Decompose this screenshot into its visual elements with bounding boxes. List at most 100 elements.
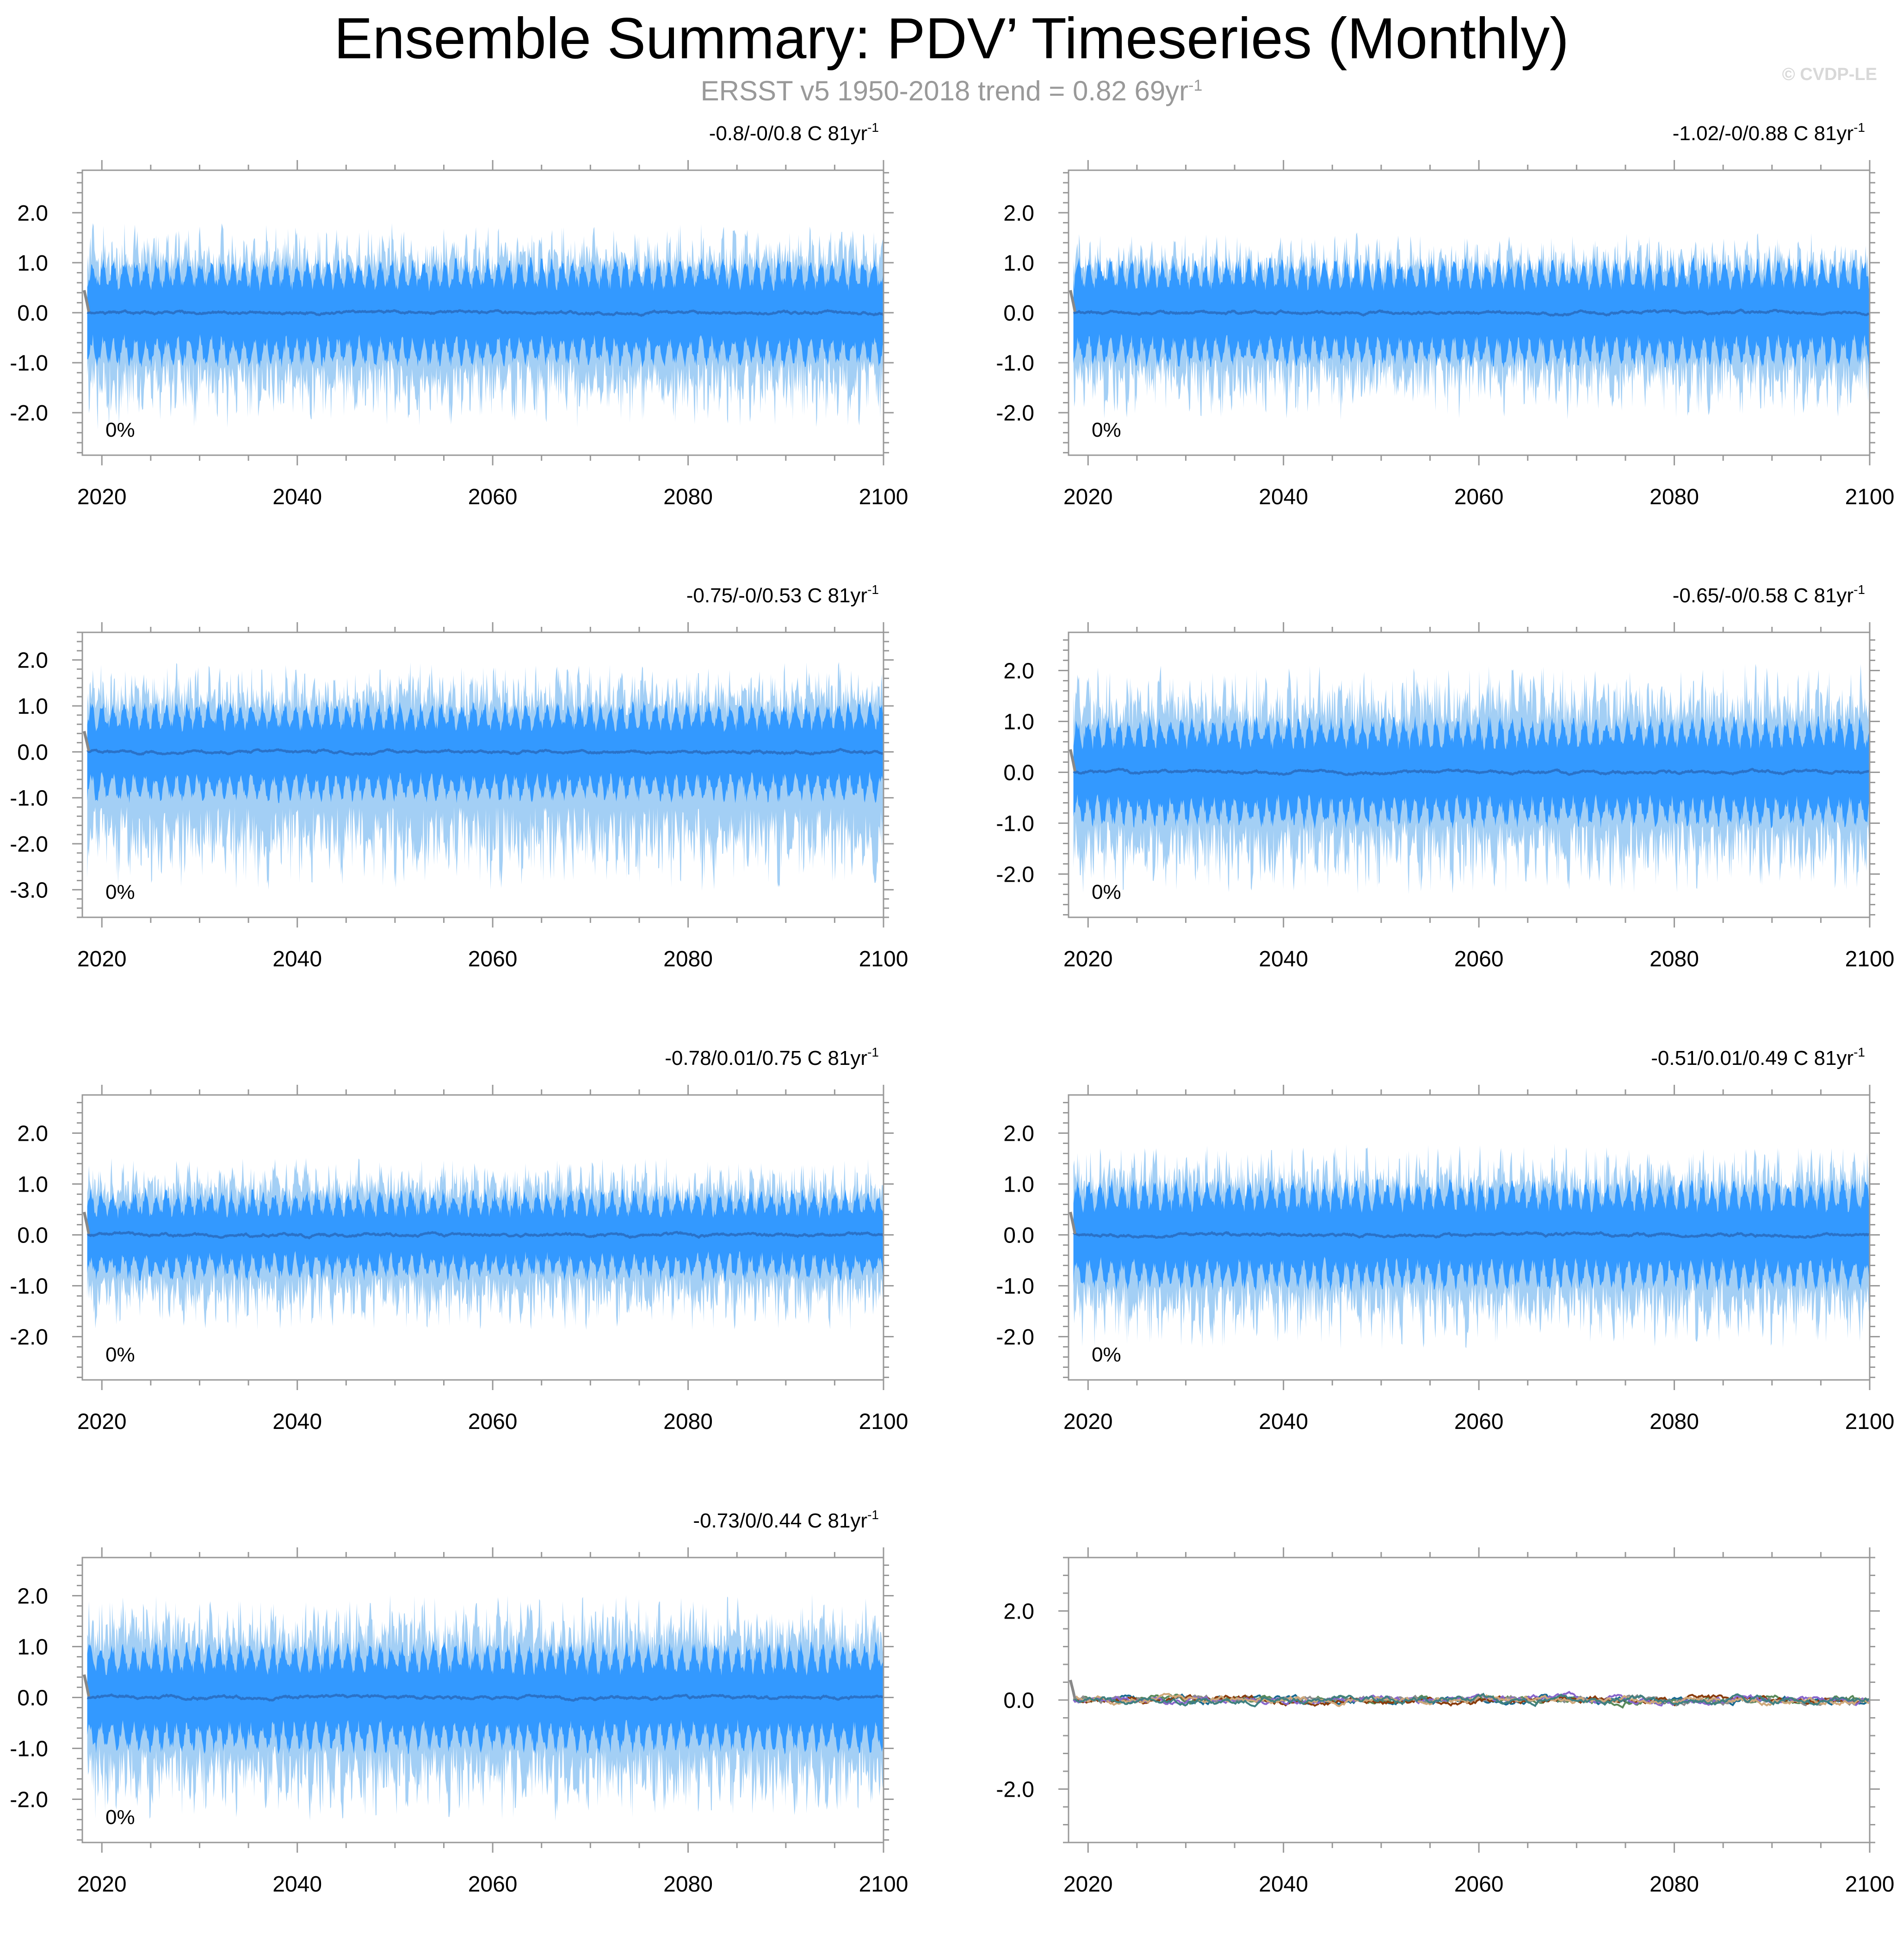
x-tick-label: 2060 [468,1872,518,1897]
y-tick-label: 0.0 [17,1686,48,1711]
plot-area [83,223,884,430]
y-tick-label: 2.0 [1003,1122,1034,1146]
panel-1: -2.0 -1.0 0.0 1.0 2.0 2020 2040 2060 2080 2100 -0.… [10,120,908,509]
y-tick-label: 1.0 [17,251,48,276]
observed-line [83,1212,90,1234]
panel-7: -2.0 -1.0 0.0 1.0 2.0 2020 2040 2060 2080 2100 -0.… [10,1508,908,1897]
x-tick-label: 2040 [272,1410,322,1434]
y-tick-label: 0.0 [1003,1224,1034,1248]
watermark: © CVDP-LE [1782,65,1877,84]
y-tick-label: 1.0 [1003,251,1034,276]
y-tick-label: -2.0 [996,1325,1034,1350]
plot-frame [81,1094,884,1381]
trend-exponent: -1 [1854,120,1865,135]
x-tick-label: 2100 [859,485,908,509]
x-tick-label: 2100 [859,1872,908,1897]
trend-value: -0.65/-0/0.58 C 81yr [1673,584,1854,607]
y-tick-label: 2.0 [1003,659,1034,684]
x-tick-label: 2100 [1845,947,1895,971]
x-tick-label: 2080 [1650,947,1699,971]
trend-label: -0.75/-0/0.53 C 81yr-1 [686,582,879,607]
x-tick-label: 2060 [468,947,518,971]
plot-frame [81,631,884,918]
panel-6: -2.0 -1.0 0.0 1.0 2.0 2020 2040 2060 2080 2100 -0.… [996,1045,1894,1434]
percent-label: 0% [105,881,135,903]
x-tick-label: 2100 [1845,485,1895,509]
x-tick-label: 2040 [1259,1410,1308,1434]
x-tick-label: 2080 [663,947,713,971]
observed-line [83,290,90,312]
plot-area [83,662,884,891]
observed-line [1069,1212,1076,1234]
x-tick-label: 2020 [1063,1410,1113,1434]
trend-exponent: -1 [867,1508,879,1522]
ensemble-mean-line [86,1230,884,1240]
ensemble-mean-line [86,748,884,756]
y-tick-label: -1.0 [10,1737,48,1762]
x-tick-label: 2020 [77,485,127,509]
x-tick-label: 2040 [1259,1872,1308,1897]
y-tick-label: 1.0 [17,694,48,719]
panel-4: -2.0 -1.0 0.0 1.0 2.0 2020 2040 2060 2080 2100 -0.… [996,582,1894,971]
x-tick-label: 2040 [272,947,322,971]
trend-value: -0.78/0.01/0.75 C 81yr [665,1047,867,1070]
y-tick-label: 2.0 [17,1584,48,1609]
plot-area [1069,232,1870,420]
y-tick-label: -2.0 [10,832,48,857]
x-tick-label: 2060 [468,1410,518,1434]
plot-frame [1068,1094,1871,1381]
trend-value: -1.02/-0/0.88 C 81yr [1673,122,1854,145]
percent-label: 0% [105,419,135,441]
x-tick-label: 2060 [1454,947,1504,971]
plot-frame [81,1557,884,1843]
figure-subtitle: ERSST v5 1950-2018 trend = 0.82 69yr-1 [0,75,1903,107]
y-tick-label: 1.0 [17,1173,48,1197]
percent-label: 0% [1092,1343,1121,1366]
x-tick-label: 2040 [272,1872,322,1897]
panel-2: -2.0 -1.0 0.0 1.0 2.0 2020 2040 2060 2080 2100 -1.… [996,120,1894,509]
figure-title: Ensemble Summary: PDV’ Timeseries (Month… [334,6,1569,71]
observed-line [83,1674,90,1697]
plot-frame [1068,631,1871,918]
x-tick-label: 2100 [859,947,908,971]
y-tick-label: 0.0 [1003,761,1034,785]
y-tick-label: 2.0 [17,201,48,226]
y-tick-label: -1.0 [10,1274,48,1299]
y-tick-label: 1.0 [1003,710,1034,735]
observed-line [1069,290,1076,312]
y-tick-label: 2.0 [1003,1600,1034,1624]
y-tick-label: -2.0 [10,1325,48,1350]
ensemble-mean-line [86,309,884,317]
x-tick-label: 2080 [663,485,713,509]
y-tick-label: -2.0 [10,401,48,426]
y-tick-label: 2.0 [17,649,48,673]
x-tick-label: 2080 [663,1410,713,1434]
trend-exponent: -1 [867,1045,879,1059]
trend-exponent: -1 [867,120,879,135]
plot-area [83,1157,884,1331]
x-tick-label: 2100 [1845,1872,1895,1897]
y-tick-label: 0.0 [17,301,48,326]
x-tick-label: 2020 [1063,1872,1113,1897]
observed-line [83,730,90,751]
x-tick-label: 2020 [77,1410,127,1434]
plot-area [1069,1679,1870,1709]
y-tick-label: -1.0 [996,351,1034,376]
trend-label: -0.73/0/0.44 C 81yr-1 [693,1508,879,1532]
x-tick-label: 2080 [663,1872,713,1897]
trend-exponent: -1 [867,582,879,597]
y-tick-label: -3.0 [10,878,48,903]
trend-label: -0.78/0.01/0.75 C 81yr-1 [665,1045,879,1070]
trend-value: -0.8/-0/0.8 C 81yr [709,122,867,145]
trend-label: -1.02/-0/0.88 C 81yr-1 [1673,120,1865,145]
x-tick-label: 2060 [468,485,518,509]
y-tick-label: -2.0 [996,401,1034,426]
plot-area [83,1594,884,1821]
observed-line [1069,749,1076,772]
ensemble-mean-line [1073,767,1870,777]
x-tick-label: 2020 [1063,947,1113,971]
x-tick-label: 2080 [1650,1872,1699,1897]
y-tick-label: 1.0 [1003,1173,1034,1197]
y-tick-label: 0.0 [1003,301,1034,326]
